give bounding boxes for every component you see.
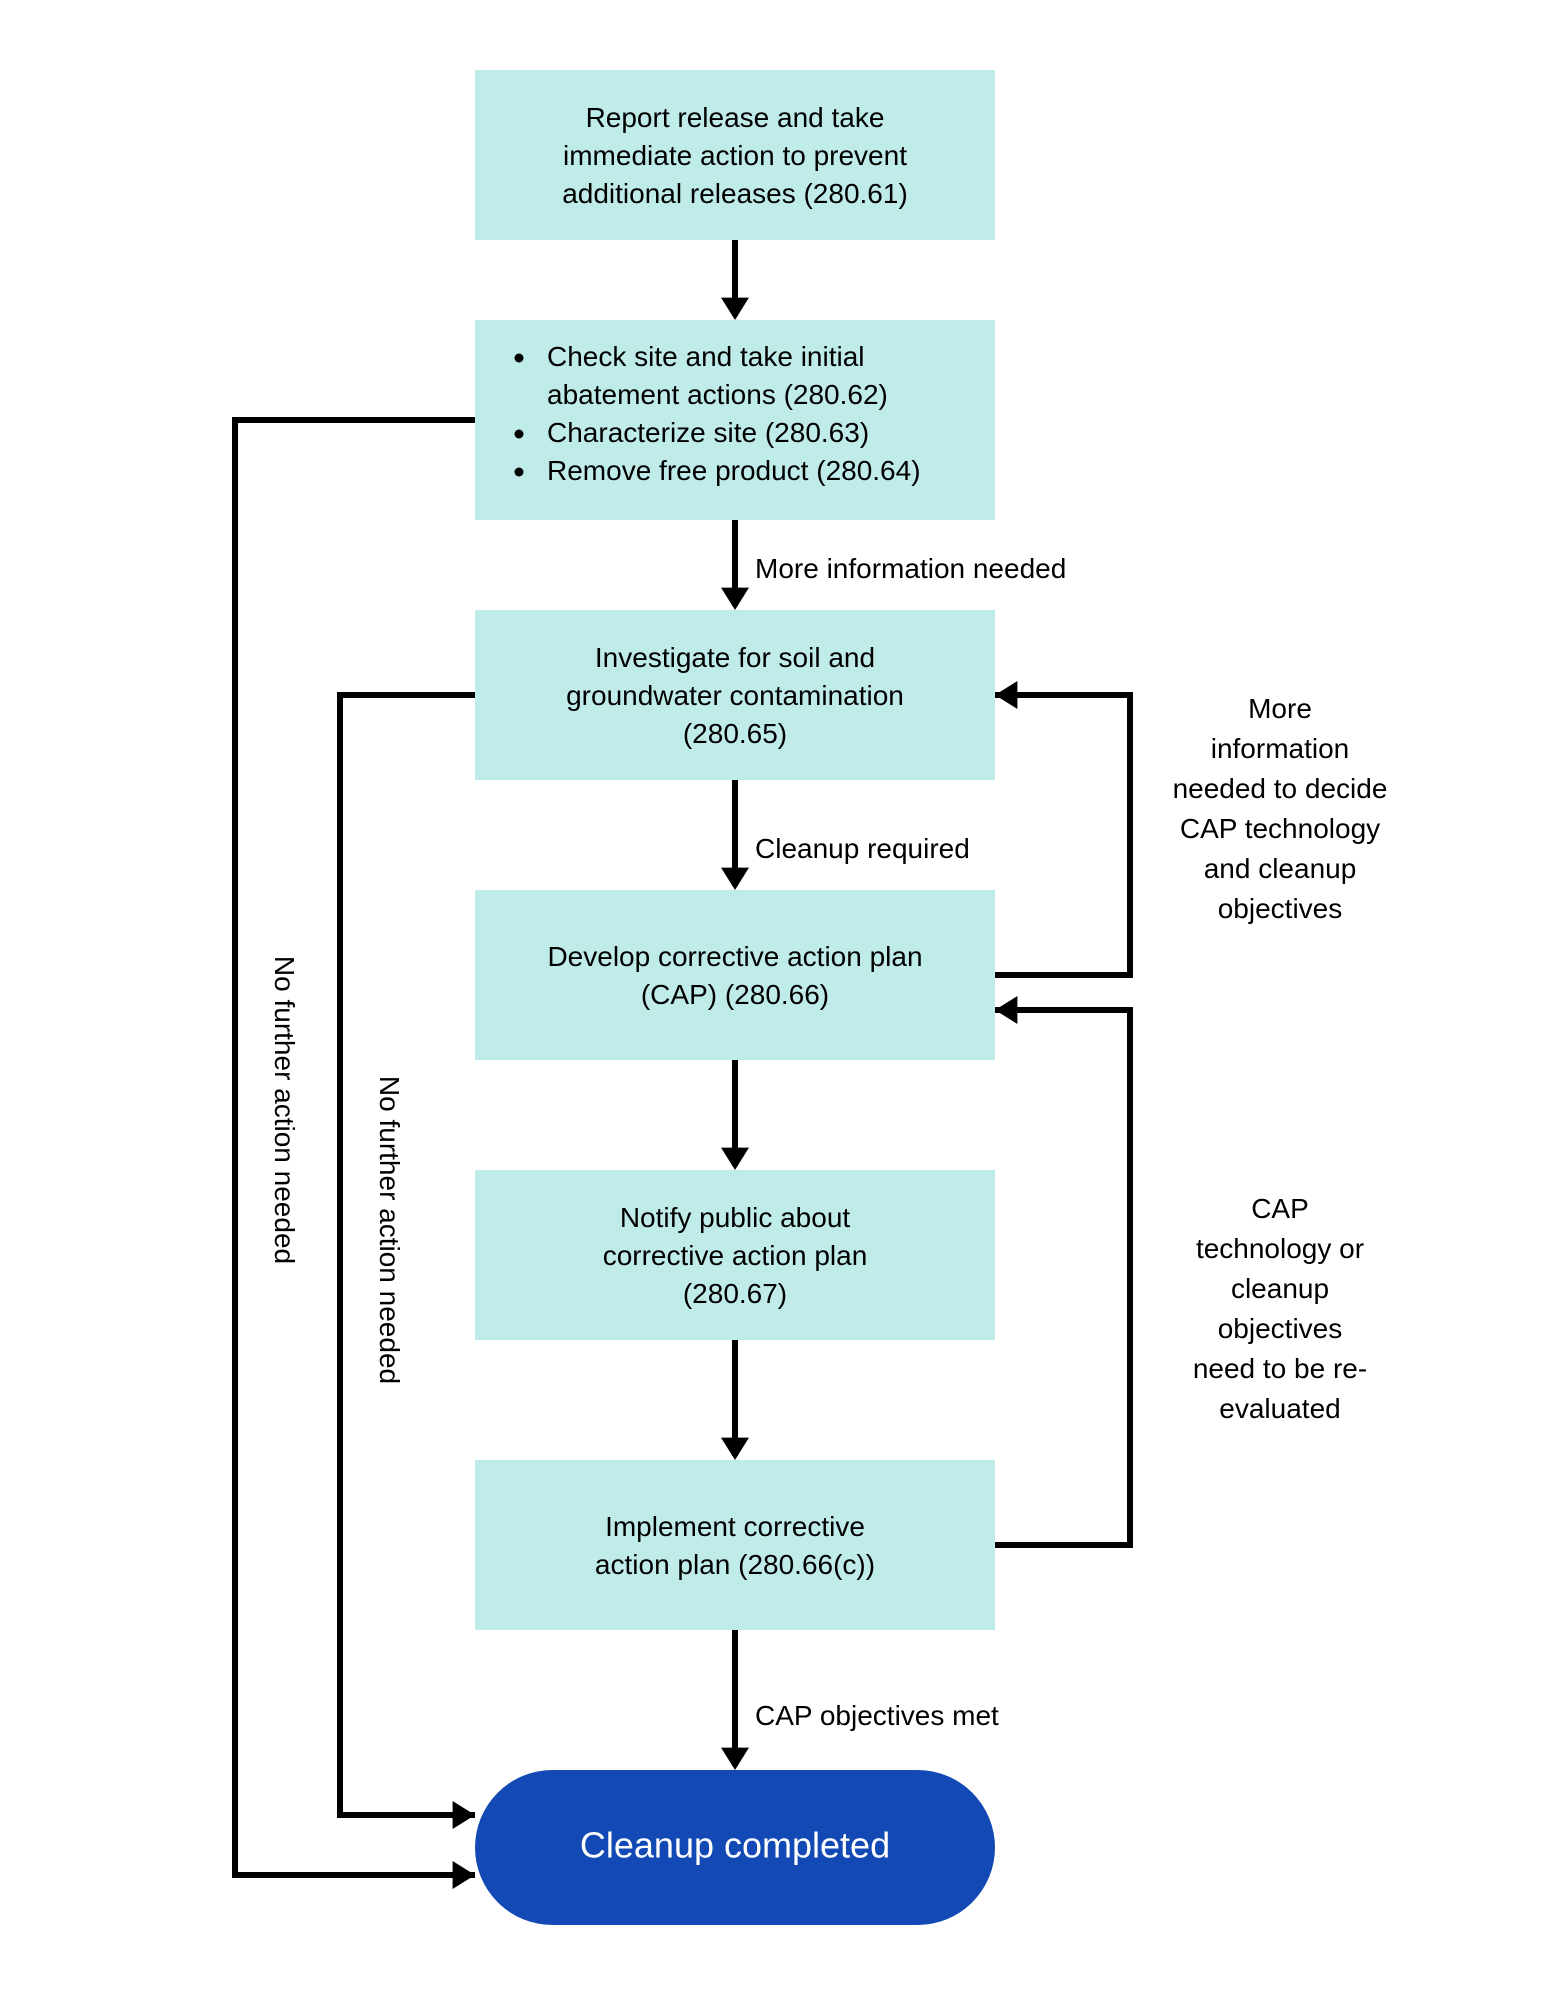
node-text: action plan (280.66(c)) [595,1549,875,1580]
node-bullet-text: Check site and take initial [547,341,865,372]
node-text: Develop corrective action plan [547,941,922,972]
arrowhead [721,588,749,610]
arrowhead [721,868,749,890]
feedback-label: More [1248,693,1312,724]
arrowhead [995,681,1017,709]
feedback-label: cleanup [1231,1273,1329,1304]
arrowhead [995,996,1017,1024]
flow-node-n1: Report release and take immediate action … [475,70,995,240]
feedback-label: evaluated [1219,1393,1340,1424]
feedback-label: information [1211,733,1350,764]
node-bullet-text: Characterize site (280.63) [547,417,869,448]
arrowhead [721,1748,749,1770]
flow-node-n4: Develop corrective action plan (CAP) (280… [475,890,995,1060]
node-text: Report release and take [586,102,885,133]
arrowhead [721,1148,749,1170]
arrowhead [721,298,749,320]
arrowhead [721,1438,749,1460]
feedback-vlabel: No further action needed [269,956,300,1264]
node-bullet-text: Remove free product (280.64) [547,455,921,486]
feedback-edge-right_lower [995,1010,1130,1545]
flow-node-n7: Cleanup completed [475,1770,995,1925]
flow-node-n5: Notify public about corrective action pla… [475,1170,995,1340]
node-text: (280.65) [683,718,787,749]
feedback-label: objectives [1218,1313,1343,1344]
arrowhead [453,1801,475,1829]
node-text: groundwater contamination [566,680,904,711]
feedback-label: and cleanup [1204,853,1357,884]
feedback-label: CAP technology [1180,813,1380,844]
flow-node-n2: Check site and take initial abatement act… [475,320,995,520]
feedback-label: need to be re- [1193,1353,1367,1384]
node-text: corrective action plan [603,1240,868,1271]
feedback-label: needed to decide [1173,773,1388,804]
node-text: additional releases (280.61) [562,178,908,209]
edge-label: CAP objectives met [755,1700,999,1731]
feedback-label: objectives [1218,893,1343,924]
flow-node-n3: Investigate for soil and groundwater cont… [475,610,995,780]
node-text: immediate action to prevent [563,140,907,171]
node-text: Notify public about [620,1202,851,1233]
node-text: Cleanup completed [580,1825,890,1866]
feedback-vlabel: No further action needed [374,1076,405,1384]
edge-label: Cleanup required [755,833,970,864]
flow-node-n6: Implement corrective action plan (280.66(… [475,1460,995,1630]
feedback-label: technology or [1196,1233,1364,1264]
feedback-edge-right_upper [995,695,1130,975]
node-text: Implement corrective [605,1511,865,1542]
feedback-edge-left_inner [340,695,475,1815]
arrowhead [453,1861,475,1889]
node-text: (280.67) [683,1278,787,1309]
node-bullet-text: abatement actions (280.62) [547,379,888,410]
edge-label: More information needed [755,553,1066,584]
feedback-label: CAP [1251,1193,1309,1224]
node-text: (CAP) (280.66) [641,979,829,1010]
node-text: Investigate for soil and [595,642,875,673]
